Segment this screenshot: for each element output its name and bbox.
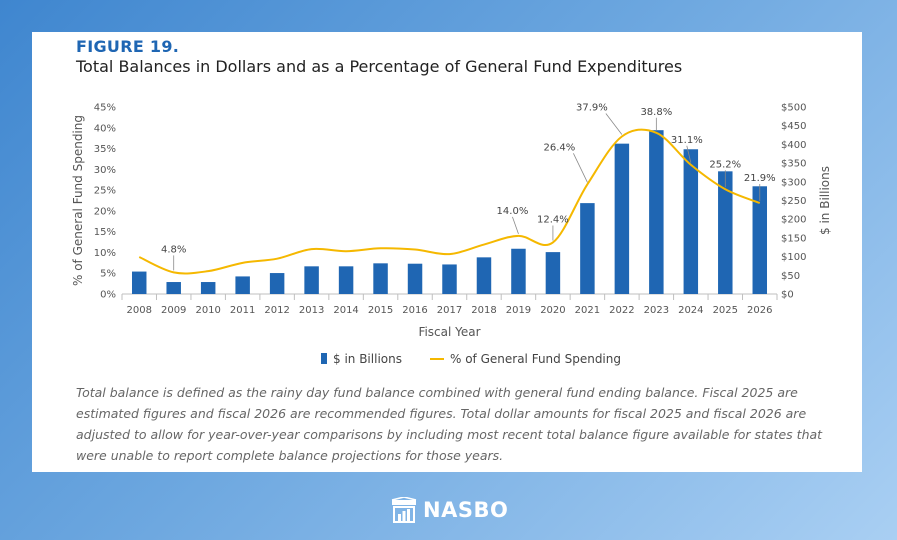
x-tick-label: 2008 — [127, 305, 152, 316]
bar — [683, 149, 699, 294]
data-label: 26.4% — [544, 142, 576, 153]
y-right-tick-label: $250 — [781, 196, 806, 207]
x-tick-label: 2012 — [264, 305, 289, 316]
bar — [235, 276, 250, 294]
y-right-tick-label: $0 — [781, 290, 794, 301]
data-label-leader — [686, 145, 692, 163]
logo-text: NASBO — [423, 498, 509, 522]
data-labels: 4.8% 14.0% 12.4% 26.4% 37.9% 38.8% 31.1% 25.2%2… — [161, 103, 776, 271]
x-tick-label: 2015 — [368, 305, 393, 316]
bar — [511, 248, 526, 294]
bar — [407, 263, 423, 294]
bar — [304, 266, 319, 294]
y-right-tick-label: $50 — [781, 271, 800, 282]
figure-note: Total balance is defined as the rainy da… — [76, 385, 823, 463]
y-left-tick-label: 35% — [94, 144, 116, 155]
bar — [649, 130, 664, 294]
percent-line — [138, 128, 761, 275]
y-right-tick-label: $450 — [781, 121, 806, 132]
x-axis-title: Fiscal Year — [418, 325, 480, 339]
x-tick-label: 2022 — [609, 305, 634, 316]
axes: 0% 5% 10% 15% 20% 25% 30% 35% 40% 45% $0 $50 $100 $15… — [94, 103, 807, 317]
y-axis-left-title: % of General Fund Spending — [71, 115, 85, 286]
x-tick-label: 2025 — [713, 305, 738, 316]
nasbo-logo: NASBO — [389, 496, 508, 524]
figure-label: FIGURE 19. — [76, 37, 180, 56]
bar — [614, 143, 630, 294]
y-left-tick-label: 15% — [94, 227, 116, 238]
y-right-tick-label: $200 — [781, 215, 806, 226]
data-label: 38.8% — [640, 107, 672, 118]
x-tick-label: 2010 — [195, 305, 220, 316]
y-left-tick-label: 30% — [94, 165, 116, 176]
bar — [200, 282, 216, 294]
data-label: 21.9% — [744, 173, 776, 184]
legend-label-percent: % of General Fund Spending — [450, 352, 621, 366]
bar — [338, 266, 354, 294]
bar — [442, 264, 457, 294]
bar — [545, 252, 561, 294]
y-left-tick-label: 5% — [100, 269, 116, 280]
bar — [752, 186, 768, 294]
y-left-tick-label: 20% — [94, 206, 116, 217]
data-label: 14.0% — [497, 206, 529, 217]
bar — [718, 171, 733, 294]
grid-lines — [121, 293, 778, 300]
x-tick-label: 2020 — [540, 305, 565, 316]
y-right-tick-label: $100 — [781, 252, 806, 263]
x-tick-label: 2011 — [230, 305, 255, 316]
x-tick-label: 2013 — [299, 305, 324, 316]
figure-title: Total Balances in Dollars and as a Perce… — [76, 57, 683, 76]
y-left-tick-label: 25% — [94, 186, 116, 197]
chart: 4.8%14.0%12.4%26.4%37.9% 38.8%31.1%25.2%2… — [71, 103, 832, 367]
x-tick-label: 2021 — [575, 305, 600, 316]
data-label: 37.9% — [576, 103, 608, 114]
x-tick-label: 2018 — [471, 305, 496, 316]
figure-card: FIGURE 19. Total Balances in Dollars and… — [32, 32, 862, 472]
y-right-tick-label: $500 — [781, 103, 806, 114]
x-tick-label: 2019 — [506, 305, 531, 316]
line-series — [138, 128, 761, 275]
data-label-leader — [512, 216, 519, 234]
x-tick-label: 2009 — [161, 305, 186, 316]
legend-label-dollars: $ in Billions — [333, 352, 402, 366]
y-right-tick-label: $300 — [781, 177, 806, 188]
data-label: 4.8% — [161, 244, 186, 255]
y-axis-right-title: $ in Billions — [818, 166, 832, 235]
y-left-tick-label: 10% — [94, 248, 116, 259]
data-label-leader — [605, 113, 623, 135]
legend: $ in Billions % of General Fund Spending — [321, 352, 621, 366]
y-right-tick-label: $350 — [781, 159, 806, 170]
y-left-tick-label: 0% — [100, 290, 116, 301]
data-label-leader — [573, 153, 588, 183]
y-left-tick-label: 40% — [94, 123, 116, 134]
data-label: 12.4% — [537, 214, 569, 225]
x-tick-label: 2016 — [402, 305, 427, 316]
bar — [580, 203, 595, 294]
x-tick-label: 2023 — [644, 305, 669, 316]
x-tick-label: 2017 — [437, 305, 462, 316]
data-label: 31.1% — [671, 135, 703, 146]
y-right-tick-label: $400 — [781, 140, 806, 151]
nasbo-building-icon — [391, 497, 417, 523]
legend-bar-swatch — [321, 353, 327, 364]
x-tick-label: 2024 — [678, 305, 703, 316]
bar — [476, 257, 492, 294]
y-left-tick-label: 45% — [94, 103, 116, 114]
x-tick-label: 2026 — [747, 305, 772, 316]
bar-series — [131, 130, 768, 294]
bar — [269, 273, 285, 294]
x-tick-label: 2014 — [333, 305, 358, 316]
data-label: 25.2% — [709, 159, 741, 170]
bar — [373, 263, 388, 294]
bar — [131, 271, 147, 294]
bar — [166, 282, 181, 294]
y-right-tick-label: $150 — [781, 233, 806, 244]
